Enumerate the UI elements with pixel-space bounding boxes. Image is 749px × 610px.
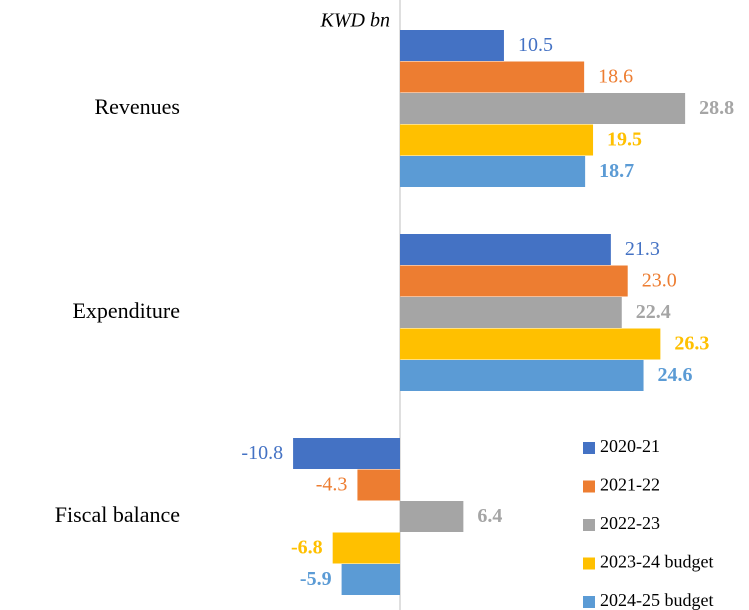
data-label: -6.8 <box>291 537 323 559</box>
bar <box>400 156 586 187</box>
data-label: 18.7 <box>599 160 634 182</box>
data-label: 24.6 <box>658 364 693 386</box>
legend-label: 2022-23 <box>600 513 660 533</box>
bar <box>293 438 400 469</box>
bar <box>341 564 400 595</box>
bar <box>400 297 622 328</box>
legend-swatch <box>583 519 595 531</box>
data-label: 22.4 <box>636 301 671 323</box>
legend-swatch <box>583 596 595 608</box>
data-label: 23.0 <box>642 270 677 292</box>
category-label: Expenditure <box>72 298 180 323</box>
data-label: 28.8 <box>699 97 734 119</box>
unit-label: KWD bn <box>320 10 390 32</box>
legend-label: 2023-24 budget <box>600 552 713 572</box>
data-label: -5.9 <box>300 568 332 590</box>
legend-swatch <box>583 557 595 570</box>
legend-label: 2021-22 <box>600 475 660 495</box>
data-label: 21.3 <box>625 238 660 260</box>
bar <box>400 124 594 156</box>
bar <box>400 93 686 124</box>
legend-label: 2024-25 budget <box>600 590 713 610</box>
bar <box>400 501 464 532</box>
legend-swatch <box>583 442 595 454</box>
bar <box>400 265 628 297</box>
category-label: Fiscal balance <box>55 502 180 527</box>
data-label: 19.5 <box>607 129 642 151</box>
bar <box>400 328 661 360</box>
data-label: 10.5 <box>518 34 553 56</box>
data-label: -10.8 <box>241 442 283 464</box>
data-label: 26.3 <box>674 333 709 355</box>
data-label: 6.4 <box>477 505 502 527</box>
bar <box>400 360 644 391</box>
legend-label: 2020-21 <box>600 436 660 456</box>
data-label: -4.3 <box>316 474 348 496</box>
bar <box>400 30 504 61</box>
bar <box>400 61 585 93</box>
data-label: 18.6 <box>598 66 633 88</box>
legend-swatch <box>583 480 595 493</box>
bar <box>332 532 400 564</box>
bar <box>357 469 400 501</box>
category-label: Revenues <box>94 94 180 119</box>
bar <box>400 234 611 265</box>
